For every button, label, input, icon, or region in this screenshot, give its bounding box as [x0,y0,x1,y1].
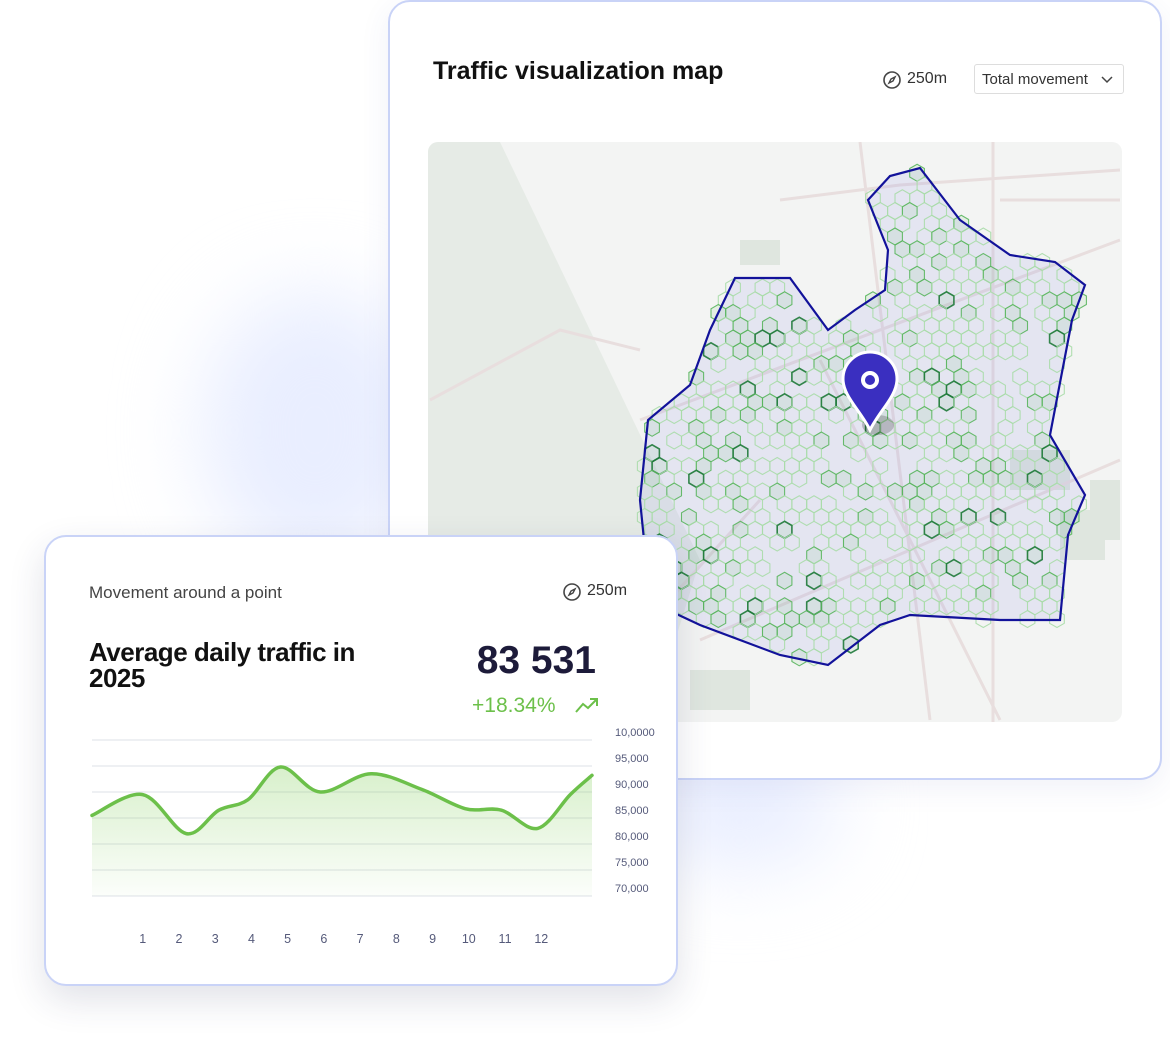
line [90,765,594,836]
hex [828,405,845,425]
radius: 250m [907,70,948,87]
y-tick-label: 75,000 [615,857,649,869]
y-tick-label: 95,000 [615,753,649,765]
hex [1026,545,1043,565]
hex [857,482,874,501]
x-tick-label: 5 [284,932,291,946]
hex [901,431,918,450]
x-tick-label: 11 [499,932,512,946]
hex [776,571,793,590]
x-tick-label: 10 [462,932,476,946]
pin [841,350,899,434]
hex [945,558,963,578]
y-tick-label: 90,000 [615,779,649,791]
hex [710,354,727,374]
chart: 10,0000 95,000 90,000 85,000 80,000 75,000 70,… [90,727,655,946]
map-card: Traffic visualization map 250m Total mov… [388,0,1162,780]
hex [717,444,734,463]
map-title: Traffic visualization map [433,57,724,85]
hex [953,444,970,463]
x-tick-label: 6 [320,932,327,946]
hex [754,558,771,578]
hex [850,444,867,463]
hex [1012,342,1029,361]
road [429,328,641,402]
pin-dot [861,371,879,389]
hex [938,392,955,412]
hex [710,609,727,629]
y-tick-label: 85,000 [615,805,649,817]
x-tick-label: 7 [357,932,364,946]
chevron[interactable] [1101,76,1113,84]
hex [820,469,837,488]
x-tick-label: 2 [175,932,182,946]
building [690,670,750,710]
hex [909,571,925,590]
map [428,142,1122,722]
road [779,168,1121,202]
dropdown-label[interactable]: Total movement [982,71,1088,88]
y-tick-label: 70,000 [615,883,649,895]
hex [791,367,808,387]
x-tick-label: 12 [534,932,548,946]
hex [842,635,860,654]
hex [938,520,955,539]
road [818,359,1002,721]
hex [872,303,889,323]
radius-icon [563,583,581,601]
trend-icon [575,698,598,713]
area [92,766,592,896]
radius-icon [883,71,901,89]
x-tick-label: 9 [429,932,436,946]
y-tick-label: 10,0000 [615,727,655,739]
x-tick-label: 1 [139,932,146,946]
hex [805,571,823,591]
road [639,238,1121,422]
hex [776,291,793,310]
change: +18.34% [472,694,556,717]
hex [923,520,941,540]
hex [732,495,749,514]
hex [791,469,808,488]
x-tick-label: 8 [393,932,400,946]
radius: 250m [587,582,628,599]
card-subtitle: Movement around a point [89,583,282,602]
hex [784,533,800,552]
hex [975,609,992,629]
hex [1049,533,1065,552]
x-tick-label: 3 [212,932,219,946]
building [1090,480,1120,540]
hex [732,342,749,361]
hex [1049,609,1065,629]
hex [872,609,889,629]
total-value: 83 531 [476,639,596,682]
hex [1019,609,1036,629]
card-title: Average daily traffic in 2025 [89,637,355,693]
y-tick-label: 80,000 [615,831,649,843]
hex [806,648,822,667]
traffic-card: Movement around a point 250m Average dai… [44,535,678,986]
x-tick-label: 4 [248,932,255,946]
hex [916,278,933,297]
dropdown[interactable]: Total movement [974,64,1124,94]
building [740,240,780,265]
